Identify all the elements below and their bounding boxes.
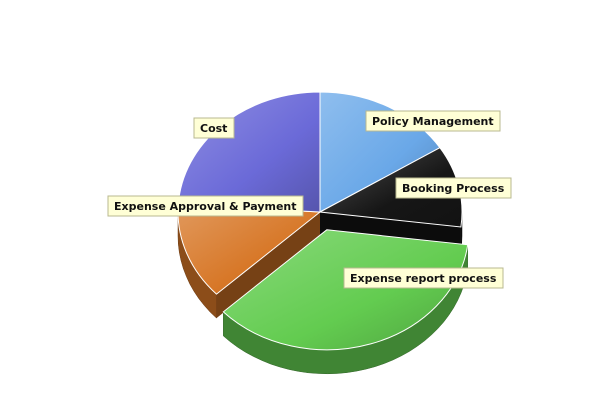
slice-cost [177, 91, 321, 213]
label-box-expense-approval-and-payment [107, 195, 304, 217]
label-expense-report-process: Expense report process [343, 267, 504, 289]
label-text-policy-management: Policy Management [372, 115, 494, 128]
label-text-expense-approval-and-payment: Expense Approval & Payment [114, 200, 297, 213]
label-booking-process: Booking Process [395, 177, 512, 199]
label-expense-approval-and-payment: Expense Approval & Payment [107, 195, 304, 217]
label-box-cost [193, 117, 235, 139]
slice-wall-expense-approval-and-payment [216, 212, 320, 319]
label-box-booking-process [395, 177, 512, 199]
label-box-policy-management [365, 110, 501, 132]
label-text-expense-report-process: Expense report process [350, 272, 497, 285]
labels-layer: Policy Management Booking Process Expense … [107, 110, 512, 289]
label-text-cost: Cost [200, 122, 227, 135]
label-text-booking-process: Booking Process [402, 182, 505, 195]
label-box-expense-report-process [343, 267, 504, 289]
label-policy-management: Policy Management [365, 110, 501, 132]
label-cost: Cost [193, 117, 235, 139]
slices-layer [177, 91, 469, 375]
